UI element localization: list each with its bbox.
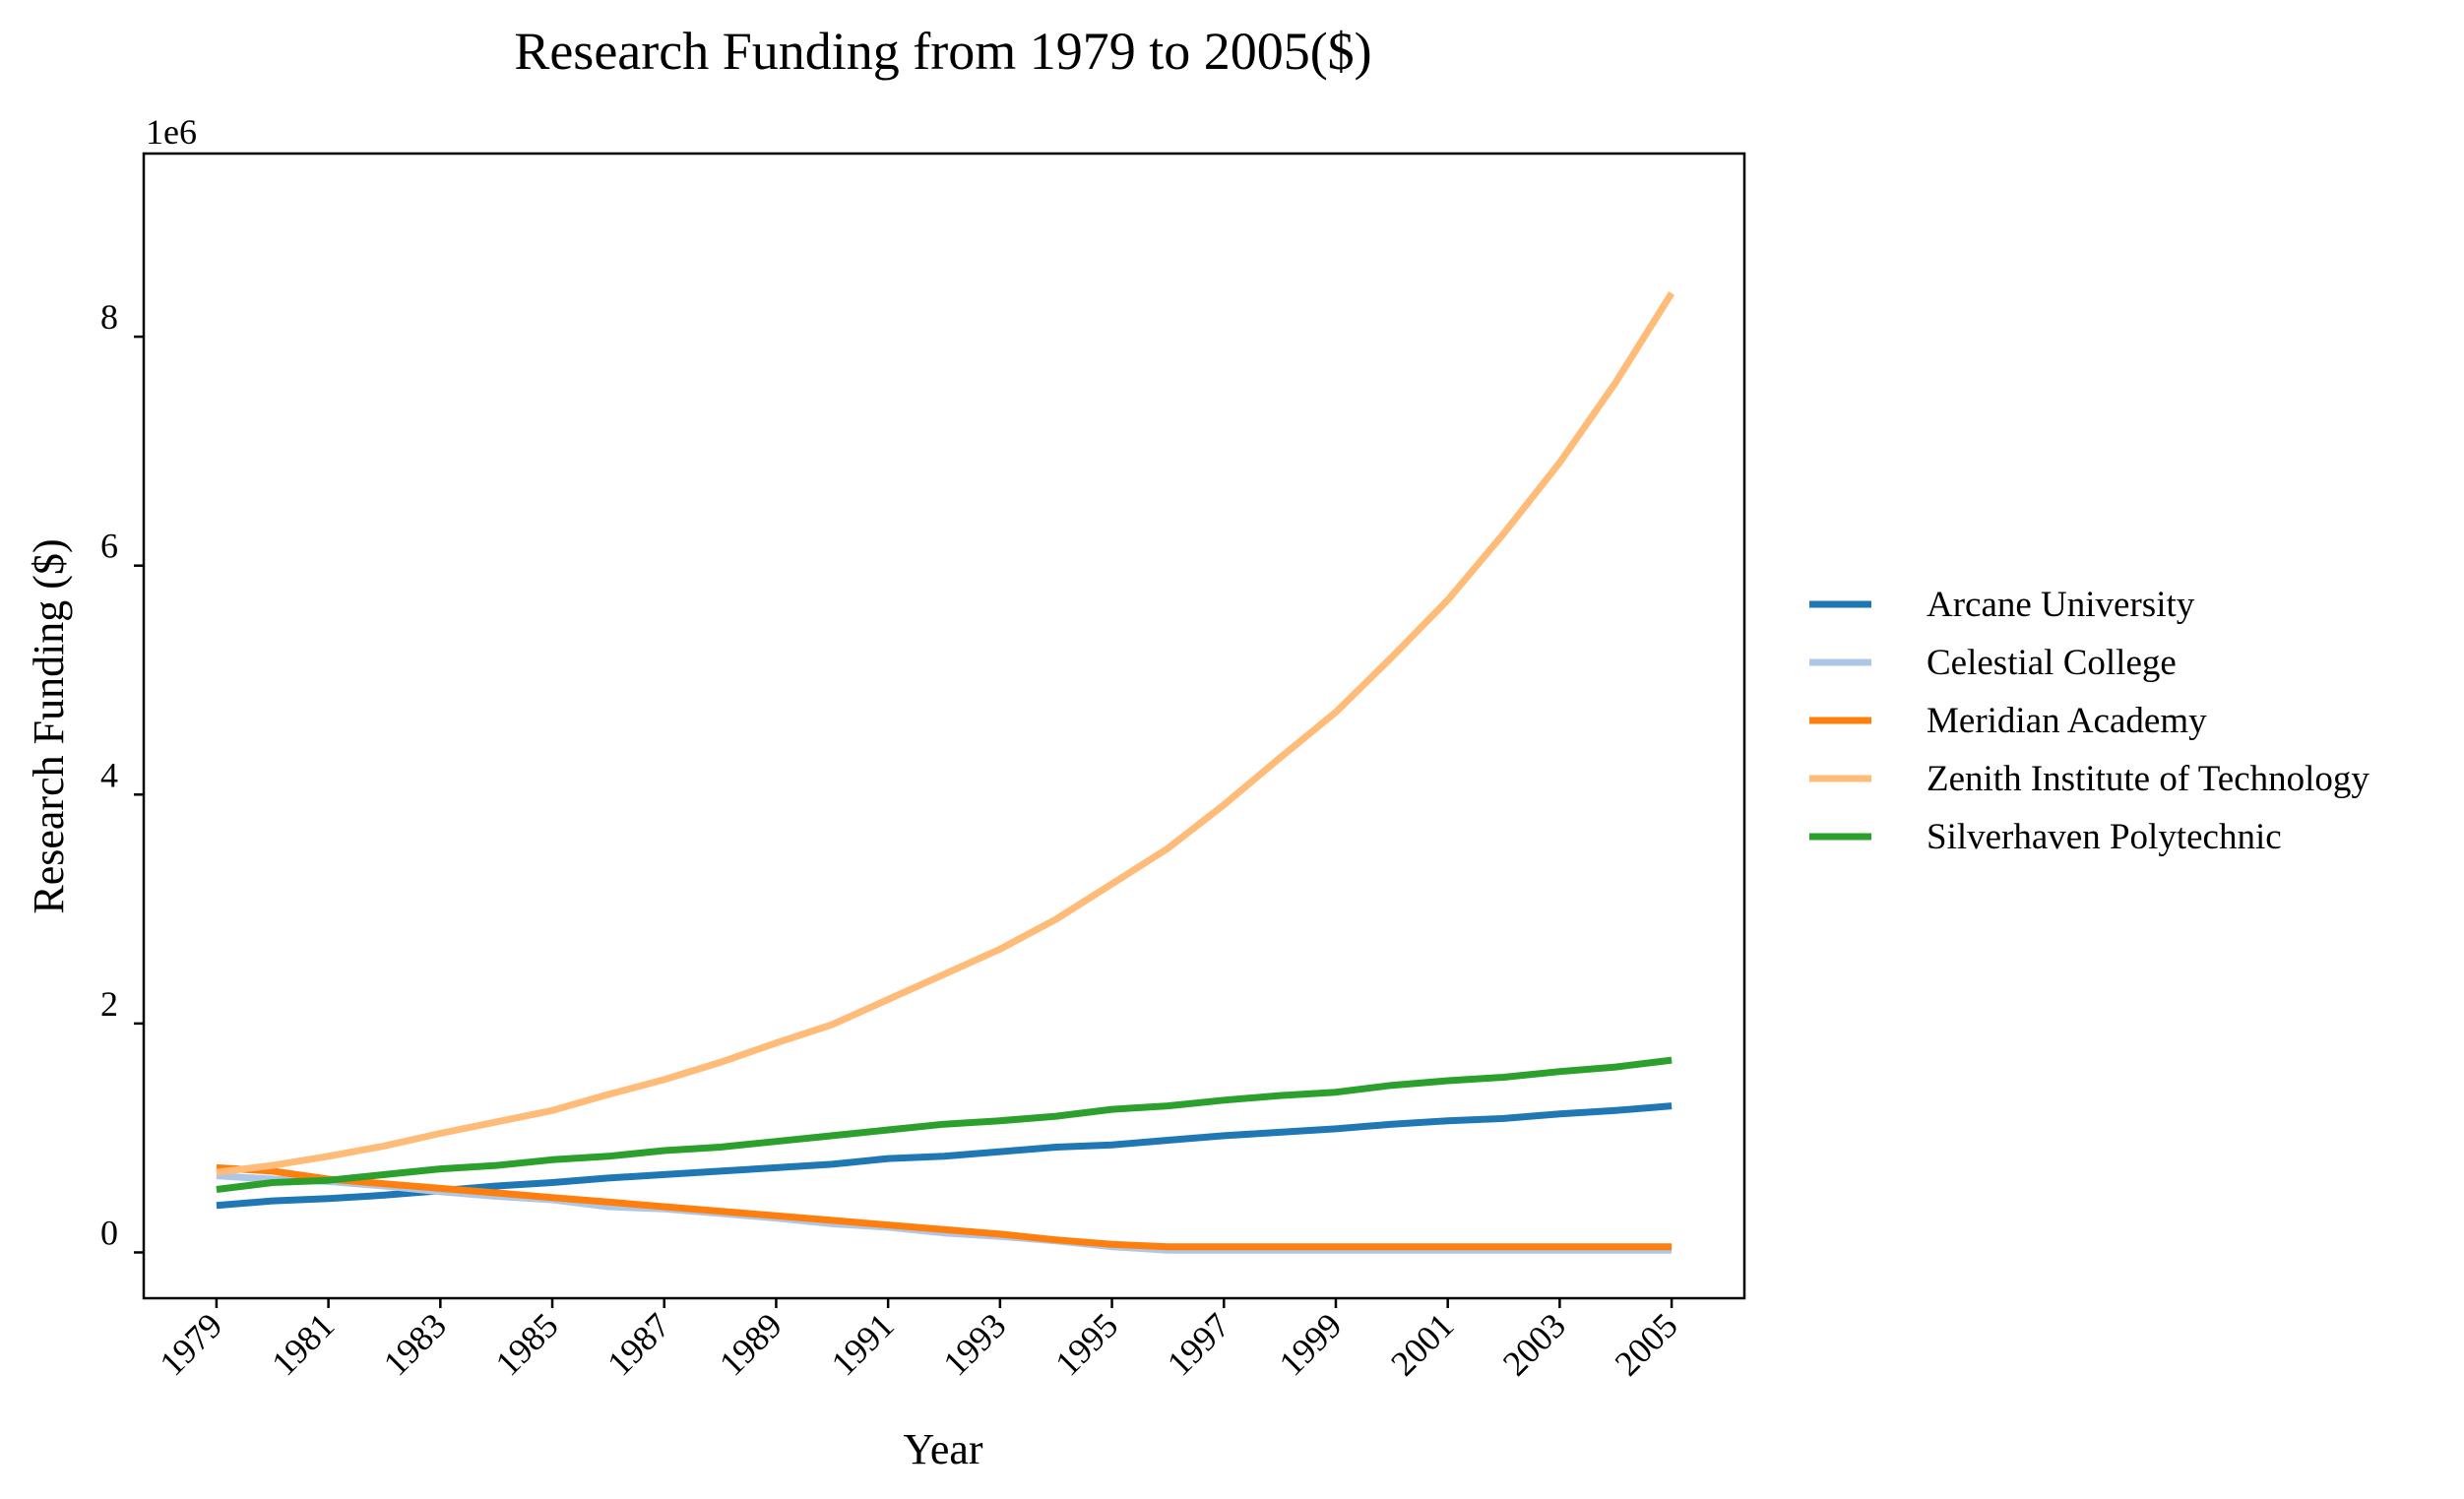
x-tick-label: 1997	[1160, 1305, 1237, 1383]
y-tick-label: 6	[100, 527, 118, 566]
chart-title: Research Funding from 1979 to 2005($)	[514, 22, 1371, 81]
x-tick-label: 2003	[1495, 1305, 1573, 1383]
y-tick-label: 0	[100, 1213, 118, 1252]
y-tick-label: 4	[100, 755, 118, 794]
x-tick-label: 1983	[376, 1305, 454, 1383]
x-tick-label: 2001	[1383, 1305, 1461, 1383]
legend-label: Zenith Institute of Technology	[1927, 759, 2369, 799]
x-axis-ticks: 1979 1981 1983 1985 1987 1989 1991 1993 1995 1997…	[152, 1298, 1685, 1384]
legend: Arcane University Celestial College Meridi…	[1809, 585, 2369, 857]
y-tick-label: 2	[100, 984, 118, 1024]
series-line-2	[216, 1163, 1673, 1251]
x-tick-label: 1979	[152, 1305, 229, 1383]
y-tick-label: 8	[100, 297, 118, 337]
plot-area-frame	[142, 152, 1746, 1300]
x-tick-label: 2005	[1608, 1305, 1685, 1383]
x-tick-label: 1985	[487, 1305, 565, 1383]
y-axis-ticks: 0 2 4 6 8	[100, 297, 144, 1254]
legend-label: Arcane University	[1927, 585, 2195, 625]
y-axis-label: Research Funding ($)	[25, 538, 73, 913]
x-tick-label: 1993	[935, 1305, 1013, 1383]
legend-label: Meridian Academy	[1927, 701, 2207, 741]
x-tick-label: 1991	[824, 1305, 902, 1383]
legend-label: Silverhaven Polytechnic	[1927, 817, 2282, 857]
x-tick-label: 1995	[1047, 1305, 1125, 1383]
series-line-4	[216, 1056, 1673, 1193]
x-tick-label: 1987	[600, 1305, 677, 1383]
x-tick-label: 1989	[712, 1305, 790, 1383]
x-tick-label: 1999	[1271, 1305, 1349, 1383]
x-tick-label: 1981	[264, 1305, 342, 1383]
legend-label: Celestial College	[1927, 643, 2177, 683]
y-axis-offset-label: 1e6	[146, 112, 197, 152]
x-axis-label: Year	[903, 1425, 982, 1473]
series-lines	[216, 291, 1675, 1254]
series-line-3	[216, 291, 1675, 1176]
